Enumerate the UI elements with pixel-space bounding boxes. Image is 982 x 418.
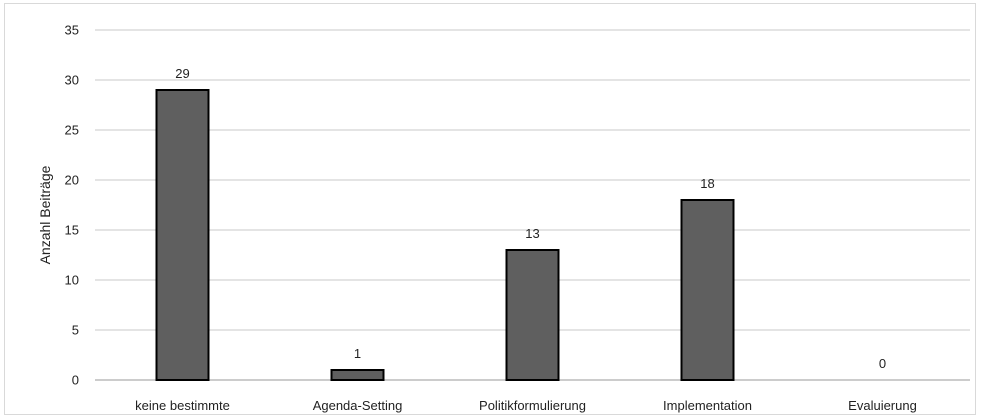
x-category-label: Evaluierung bbox=[848, 398, 917, 413]
x-category-label: Agenda-Setting bbox=[313, 398, 403, 413]
bar bbox=[155, 89, 210, 381]
y-tick-label: 30 bbox=[65, 73, 79, 88]
y-tick-label: 35 bbox=[65, 23, 79, 38]
data-label: 13 bbox=[525, 226, 539, 241]
data-label: 29 bbox=[175, 66, 189, 81]
y-tick-label: 0 bbox=[72, 373, 79, 388]
y-tick-label: 20 bbox=[65, 173, 79, 188]
data-label: 0 bbox=[879, 356, 886, 371]
bar bbox=[505, 249, 560, 381]
y-tick-label: 25 bbox=[65, 123, 79, 138]
x-category-label: Implementation bbox=[663, 398, 752, 413]
x-category-label: Politikformulierung bbox=[479, 398, 586, 413]
y-axis-title: Anzahl Beiträge bbox=[37, 165, 53, 264]
y-tick-label: 10 bbox=[65, 273, 79, 288]
data-label: 18 bbox=[700, 176, 714, 191]
data-label: 1 bbox=[354, 346, 361, 361]
y-tick-label: 5 bbox=[72, 323, 79, 338]
bar bbox=[680, 199, 735, 381]
x-category-label: keine bestimmte bbox=[135, 398, 230, 413]
bar bbox=[330, 369, 385, 381]
y-tick-label: 15 bbox=[65, 223, 79, 238]
